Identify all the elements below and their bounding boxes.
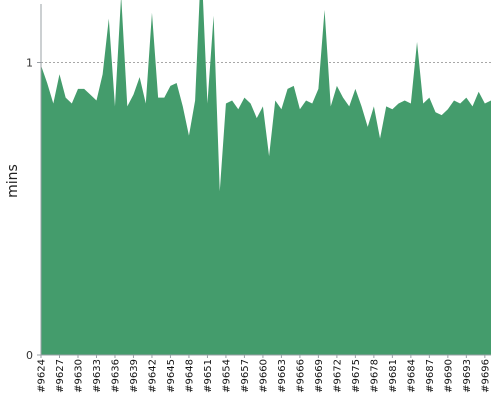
x-tick-label: #9654 — [221, 359, 232, 393]
x-tick-layer: #9624 #9627 #9630 #9633 #9636 #9639 #9642 #9645… — [37, 355, 491, 393]
x-tick-label: #9639 — [129, 359, 140, 393]
x-tick-label: #9642 — [147, 359, 158, 393]
x-tick-label: #9669 — [314, 359, 325, 393]
x-tick-label: #9660 — [258, 359, 269, 393]
x-tick-label: #9645 — [166, 359, 177, 393]
x-tick-label: #9633 — [92, 359, 103, 393]
x-tick-label: #9666 — [295, 359, 306, 393]
y-tick-label: 0 — [26, 349, 33, 362]
area-series — [41, 0, 491, 355]
x-tick-label: #9648 — [184, 359, 195, 393]
x-tick-label: #9672 — [332, 359, 343, 393]
x-tick-label: #9696 — [480, 359, 491, 393]
x-tick-label: #9636 — [110, 359, 121, 393]
y-tick-layer: 01 — [26, 57, 41, 362]
x-tick-label: #9651 — [203, 359, 214, 393]
x-tick-label: #9681 — [388, 359, 399, 393]
x-tick-label: #9624 — [37, 359, 48, 393]
x-tick-label: #9693 — [462, 359, 473, 393]
area-layer — [41, 0, 491, 355]
x-tick-label: #9687 — [425, 359, 436, 393]
x-tick-label: #9690 — [443, 359, 454, 393]
x-tick-label: #9657 — [240, 359, 251, 393]
y-axis-label: mins — [5, 164, 21, 198]
x-tick-label: #9630 — [73, 359, 84, 393]
y-tick-label: 1 — [26, 57, 33, 70]
x-tick-label: #9663 — [277, 359, 288, 393]
x-tick-label: #9678 — [369, 359, 380, 393]
x-tick-label: #9675 — [351, 359, 362, 393]
x-tick-label: #9627 — [55, 359, 66, 393]
x-tick-label: #9684 — [406, 359, 417, 393]
